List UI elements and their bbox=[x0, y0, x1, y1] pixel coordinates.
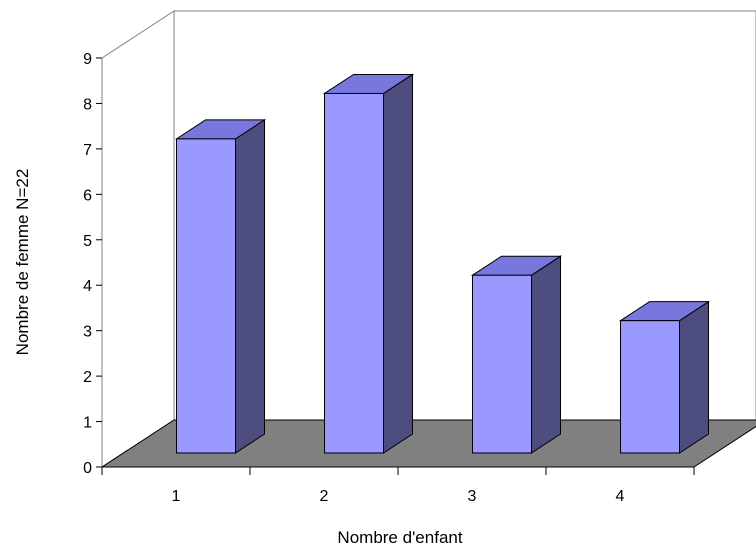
bar bbox=[618, 300, 711, 454]
y-tick-label: 2 bbox=[83, 369, 92, 386]
y-tick-label: 4 bbox=[83, 278, 92, 295]
back-wall bbox=[173, 10, 756, 421]
bar-side bbox=[383, 73, 413, 454]
bar-front bbox=[176, 138, 236, 454]
y-axis-title: Nombre de femme N=22 bbox=[13, 169, 32, 356]
x-tick-label: 1 bbox=[172, 488, 181, 505]
bar-side bbox=[235, 118, 265, 454]
x-tick-label: 4 bbox=[616, 488, 625, 505]
bar-side bbox=[531, 255, 561, 454]
bar-front bbox=[620, 320, 680, 454]
y-tick-label: 0 bbox=[83, 460, 92, 477]
y-tick-label: 6 bbox=[83, 187, 92, 204]
chart-walls bbox=[101, 10, 756, 468]
bar-front bbox=[324, 92, 384, 454]
y-tick-label: 5 bbox=[83, 233, 92, 250]
x-tick-label: 3 bbox=[468, 488, 477, 505]
y-tick-label: 7 bbox=[83, 142, 92, 159]
x-tick-label: 2 bbox=[320, 488, 329, 505]
y-axis: 0 1 2 3 4 5 6 7 8 9 bbox=[83, 51, 103, 477]
x-axis: 1 2 3 4 bbox=[101, 466, 695, 505]
x-axis-title: Nombre d'enfant bbox=[337, 528, 462, 547]
y-tick-label: 9 bbox=[83, 51, 92, 68]
bar-side bbox=[679, 300, 709, 454]
y-tick-label: 3 bbox=[83, 324, 92, 341]
bar bbox=[322, 73, 415, 454]
bar-front bbox=[472, 274, 532, 454]
bar bbox=[470, 255, 563, 454]
side-wall bbox=[101, 10, 175, 468]
y-tick-label: 8 bbox=[83, 96, 92, 113]
y-tick-label: 1 bbox=[83, 415, 92, 432]
bar bbox=[174, 118, 267, 454]
bars bbox=[174, 73, 711, 454]
